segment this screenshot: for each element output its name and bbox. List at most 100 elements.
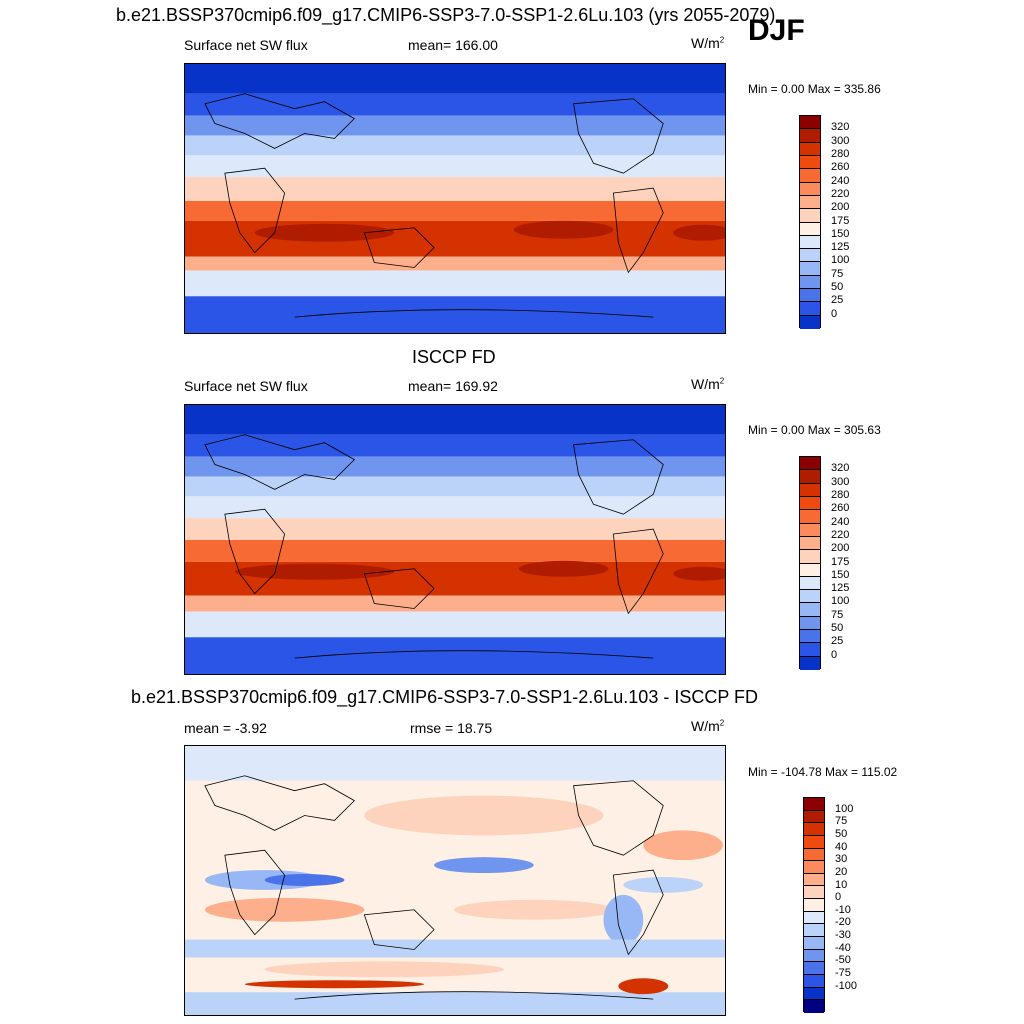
colorbar-tick-label: 10 — [835, 878, 848, 891]
panel-2-title: ISCCP FD — [412, 347, 496, 367]
colorbar-cell — [800, 249, 820, 263]
colorbar-tick-label: 220 — [831, 528, 850, 541]
colorbar-tick-label: 280 — [831, 147, 850, 160]
panel-1-title: b.e21.BSSP370cmip6.f09_g17.CMIP6-SSP3-7.… — [116, 5, 776, 25]
colorbar-cell — [800, 576, 820, 591]
panel-1-map-field — [185, 64, 725, 333]
colorbar-cell — [804, 911, 824, 925]
panel-1-mean-label: mean= 166.00 — [408, 37, 498, 53]
colorbar-cell — [800, 523, 820, 537]
panel-1-colorbar — [799, 115, 821, 329]
panel-2-map-field — [185, 405, 725, 674]
colorbar-cell — [804, 798, 824, 811]
colorbar-cell — [800, 603, 820, 617]
panel-2-variable-label: Surface net SW flux — [184, 378, 308, 394]
colorbar-tick-label: 75 — [831, 267, 844, 280]
colorbar-cell — [800, 289, 820, 303]
colorbar-tick-label: -50 — [835, 954, 851, 967]
colorbar-cell — [804, 848, 824, 862]
colorbar-cell — [804, 949, 824, 963]
colorbar-tick-label: 30 — [835, 853, 848, 866]
colorbar-tick-label: -75 — [835, 967, 851, 980]
colorbar-cell — [800, 262, 820, 276]
colorbar-cell — [800, 496, 820, 511]
panel-2-colorbar — [799, 456, 821, 670]
colorbar-cell — [804, 924, 824, 938]
colorbar-tick-label: 75 — [835, 815, 848, 828]
colorbar-cell — [800, 275, 820, 290]
colorbar-tick-label: 75 — [831, 608, 844, 621]
panel-1-variable-label: Surface net SW flux — [184, 37, 308, 53]
colorbar-tick-label: -30 — [835, 929, 851, 942]
colorbar-tick-label: 260 — [831, 502, 850, 515]
colorbar-cell — [800, 302, 820, 316]
panel-3-title: b.e21.BSSP370cmip6.f09_g17.CMIP6-SSP3-7.… — [131, 687, 759, 707]
colorbar-cell — [800, 182, 820, 196]
colorbar-cell — [800, 222, 820, 236]
colorbar-tick-label: 125 — [831, 582, 850, 595]
colorbar-cell — [800, 195, 820, 210]
colorbar-cell — [804, 873, 824, 887]
colorbar-tick-label: 200 — [831, 201, 850, 214]
colorbar-cell — [800, 155, 820, 170]
colorbar-cell — [804, 937, 824, 950]
colorbar-cell — [800, 315, 820, 329]
colorbar-cell — [800, 643, 820, 657]
colorbar-tick-label: 150 — [831, 227, 850, 240]
colorbar-tick-label: 50 — [831, 281, 844, 294]
colorbar-cell — [800, 590, 820, 604]
colorbar-tick-label: -40 — [835, 941, 851, 954]
panel-2-units: W/m2 — [691, 376, 725, 392]
colorbar-cell — [800, 656, 820, 670]
colorbar-cell — [804, 962, 824, 975]
colorbar-cell — [800, 169, 820, 183]
colorbar-cell — [804, 861, 824, 874]
colorbar-cell — [800, 536, 820, 551]
colorbar-tick-label: 150 — [831, 568, 850, 581]
colorbar-tick-label: 100 — [831, 595, 850, 608]
colorbar-tick-label: 260 — [831, 161, 850, 174]
colorbar-cell — [804, 835, 824, 849]
colorbar-tick-label: 100 — [831, 254, 850, 267]
colorbar-tick-label: 240 — [831, 515, 850, 528]
colorbar-cell — [800, 235, 820, 250]
panel-1-minmax: Min = 0.00 Max = 335.86 — [748, 82, 881, 96]
colorbar-tick-label: 240 — [831, 174, 850, 187]
panel-3-rmse-label: rmse = 18.75 — [410, 720, 493, 736]
colorbar-tick-label: 280 — [831, 488, 850, 501]
colorbar-cell — [804, 899, 824, 912]
colorbar-tick-label: 200 — [831, 542, 850, 555]
colorbar-cell — [800, 616, 820, 631]
colorbar-tick-label: -20 — [835, 916, 851, 929]
panel-2-map — [184, 404, 726, 675]
colorbar-tick-label: 25 — [831, 635, 844, 648]
colorbar-cell — [800, 209, 820, 223]
panel-3-colorbar — [803, 797, 825, 1013]
colorbar-tick-label: 25 — [831, 294, 844, 307]
panel-3-map — [184, 745, 726, 1016]
colorbar-tick-label: -100 — [835, 979, 858, 992]
colorbar-tick-label: 125 — [831, 241, 850, 254]
colorbar-tick-label: 320 — [831, 462, 850, 475]
colorbar-tick-label: 20 — [835, 865, 848, 878]
colorbar-cell — [800, 550, 820, 564]
colorbar-cell — [800, 457, 820, 471]
colorbar-cell — [804, 1000, 824, 1013]
colorbar-tick-label: 0 — [835, 891, 842, 904]
colorbar-tick-label: 50 — [831, 622, 844, 635]
colorbar-cell — [800, 483, 820, 497]
colorbar-cell — [800, 510, 820, 524]
colorbar-cell — [800, 630, 820, 644]
colorbar-cell — [804, 987, 824, 1001]
colorbar-cell — [804, 886, 824, 900]
colorbar-tick-label: 300 — [831, 134, 850, 147]
colorbar-cell — [800, 116, 820, 130]
panel-1-units: W/m2 — [691, 35, 725, 51]
colorbar-cell — [800, 129, 820, 143]
colorbar-tick-label: 175 — [831, 214, 850, 227]
panel-3-map-field — [185, 746, 725, 1015]
colorbar-tick-label: -10 — [835, 903, 851, 916]
colorbar-tick-label: 0 — [831, 648, 838, 661]
colorbar-tick-label: 50 — [835, 827, 848, 840]
panel-3-mean-label: mean = -3.92 — [184, 720, 267, 736]
